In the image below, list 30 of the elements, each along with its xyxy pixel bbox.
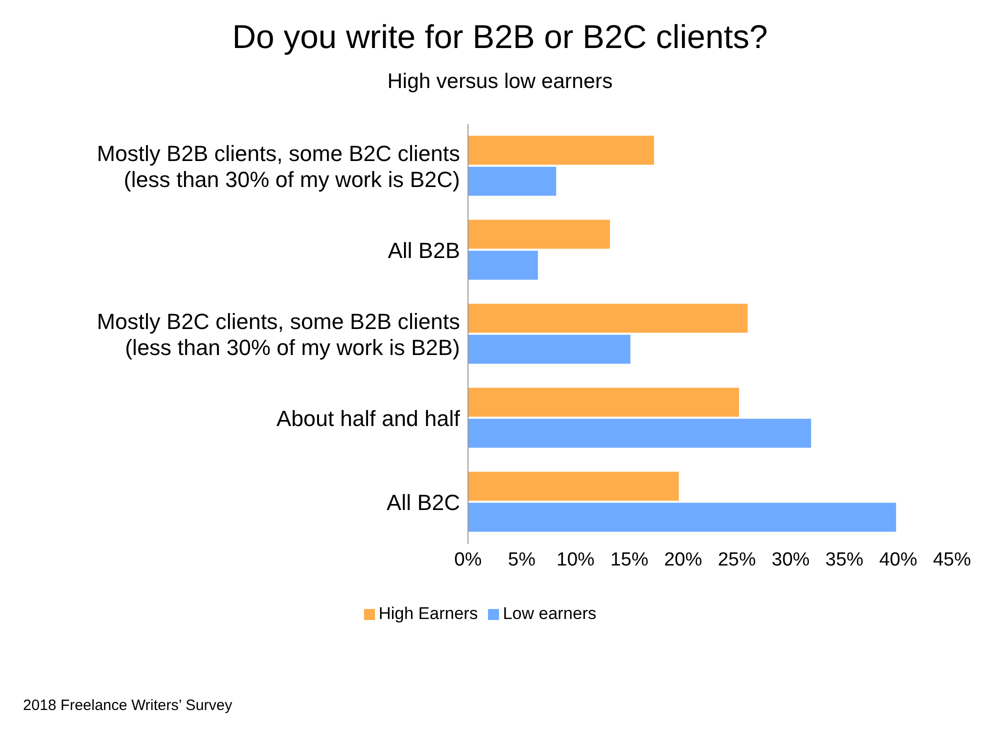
bar (468, 136, 654, 165)
chart-subtitle: High versus low earners (386, 70, 614, 94)
y-tick-label: About half and half (276, 406, 461, 430)
bar (468, 304, 748, 333)
y-tick-label: All B2B (388, 238, 460, 262)
bar (468, 388, 740, 417)
x-tick-label: 40% (879, 549, 918, 570)
y-tick-label: All B2C (386, 490, 460, 514)
x-tick-label: 0% (454, 549, 482, 570)
bar (468, 418, 812, 448)
bar (468, 166, 556, 196)
bar (468, 502, 896, 532)
x-tick-label: 45% (932, 549, 972, 570)
x-tick-label: 5% (508, 549, 536, 570)
bar (468, 334, 630, 364)
chart-title: Do you write for B2B or B2C clients? (231, 17, 769, 56)
bar (468, 250, 538, 280)
legend-label: High Earners (378, 604, 478, 623)
legend-label: Low earners (502, 604, 596, 623)
y-tick-label: Mostly B2C clients, some B2B clients (less than 30% of my work is B2B) (96, 308, 460, 360)
x-tick-label: 10% (556, 549, 595, 570)
bar (468, 472, 679, 501)
x-tick-label: 15% (610, 549, 648, 570)
x-tick-label: 25% (718, 549, 756, 570)
x-tick-label: 35% (825, 549, 864, 570)
text: 2018 Freelance Writers’ Survey (23, 697, 232, 714)
y-tick-label: Mostly B2B clients, some B2C clients (less than 30% of my work is B2C) (96, 140, 460, 192)
x-tick-label: 20% (664, 549, 702, 570)
bar (468, 220, 610, 249)
x-tick-label: 30% (772, 549, 810, 570)
